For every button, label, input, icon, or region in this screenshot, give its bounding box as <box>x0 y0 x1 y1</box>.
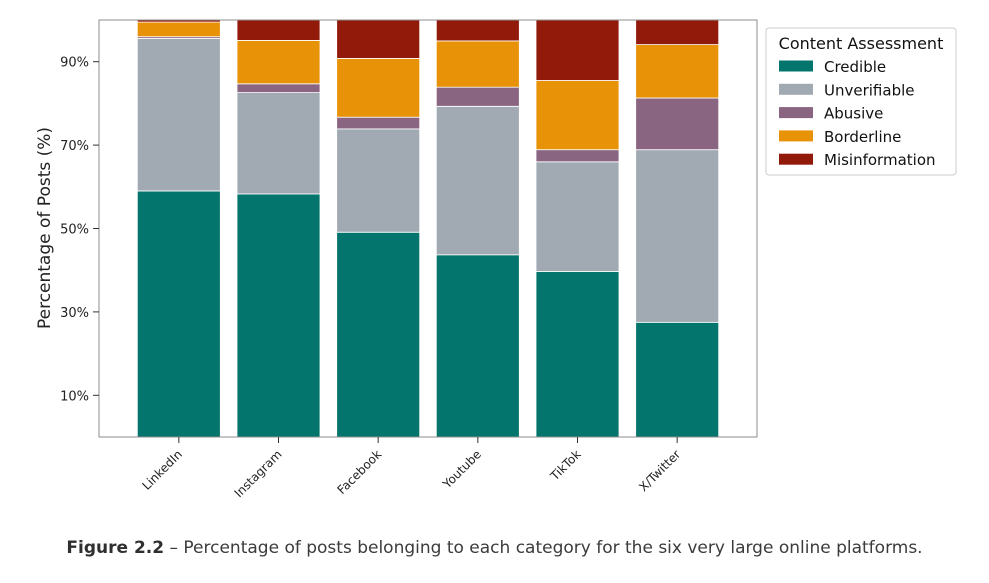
bar-segment-tiktok-credible <box>535 271 620 438</box>
legend-label-unverifiable: Unverifiable <box>824 81 914 99</box>
bar-segment-linkedin-borderline <box>136 21 221 38</box>
legend-swatch-abusive <box>779 107 813 119</box>
legend-swatch-borderline <box>779 130 813 142</box>
bar-segment-tiktok-borderline <box>535 80 620 151</box>
bar-segment-instagram-borderline <box>236 40 321 85</box>
legend-swatch-credible <box>779 60 813 72</box>
bars-layer <box>136 19 720 438</box>
caption-label: Figure 2.2 <box>66 538 165 558</box>
x-axis: LinkedIn Instagram Facebook Youtube TikTok X/… <box>139 437 683 500</box>
y-axis-label: Percentage of Posts (%) <box>35 127 55 329</box>
bar-segment-tiktok-abusive <box>535 149 620 163</box>
bar-segment-x-twitter-misinformation <box>635 19 720 46</box>
stacked-bar-chart: 10% 30% 50% 70% 90% LinkedIn Instagram Faceboo… <box>35 19 957 500</box>
x-tick-label: LinkedIn <box>139 447 184 492</box>
bar-segment-tiktok-unverifiable <box>535 161 620 272</box>
bar-segment-instagram-abusive <box>236 83 321 94</box>
bar-segment-linkedin-credible <box>136 190 221 438</box>
bar-segment-youtube-borderline <box>435 40 520 88</box>
figure-caption: Figure 2.2 – Percentage of posts belongi… <box>0 538 989 558</box>
bar-segment-facebook-borderline <box>336 58 421 118</box>
bar-segment-x-twitter-abusive <box>635 97 720 151</box>
bar-segment-x-twitter-unverifiable <box>635 149 720 323</box>
y-axis: 10% 30% 50% 70% 90% <box>60 56 99 404</box>
bar-segment-linkedin-unverifiable <box>136 37 221 192</box>
y-tick-label: 50% <box>60 223 89 238</box>
bar-segment-instagram-credible <box>236 193 321 438</box>
legend-frame <box>765 27 957 176</box>
x-tick-label: TikTok <box>547 447 584 484</box>
bar-segment-youtube-credible <box>435 254 520 438</box>
legend-label-borderline: Borderline <box>824 128 901 146</box>
bar-segment-youtube-unverifiable <box>435 105 520 256</box>
y-tick-label: 90% <box>60 56 89 71</box>
bar-segment-instagram-misinformation <box>236 19 321 41</box>
legend-label-abusive: Abusive <box>824 105 883 123</box>
legend-swatch-misinformation <box>779 153 813 165</box>
legend-label-credible: Credible <box>824 58 886 76</box>
x-tick-label: Facebook <box>335 447 385 497</box>
y-tick-label: 30% <box>60 306 89 321</box>
bar-segment-x-twitter-borderline <box>635 44 720 99</box>
x-tick-label: Instagram <box>232 447 285 500</box>
legend-label-misinformation: Misinformation <box>824 151 936 169</box>
bar-segment-facebook-abusive <box>336 116 421 130</box>
bar-segment-instagram-unverifiable <box>236 92 321 195</box>
x-tick-label: X/Twitter <box>636 447 683 494</box>
x-tick-label: Youtube <box>439 447 484 492</box>
y-tick-label: 70% <box>60 139 89 154</box>
bar-segment-youtube-misinformation <box>435 19 520 42</box>
legend: Content Assessment Credible Unverifiable Ab… <box>765 27 957 176</box>
bar-segment-youtube-abusive <box>435 86 520 107</box>
bar-segment-facebook-credible <box>336 231 421 438</box>
legend-swatch-unverifiable <box>779 83 813 95</box>
caption-text: – Percentage of posts belonging to each … <box>164 538 923 558</box>
y-tick-label: 10% <box>60 389 89 404</box>
legend-title: Content Assessment <box>779 34 944 53</box>
bar-segment-facebook-misinformation <box>336 19 421 59</box>
bar-segment-x-twitter-credible <box>635 321 720 438</box>
bar-segment-tiktok-misinformation <box>535 19 620 81</box>
bar-segment-facebook-unverifiable <box>336 128 421 233</box>
